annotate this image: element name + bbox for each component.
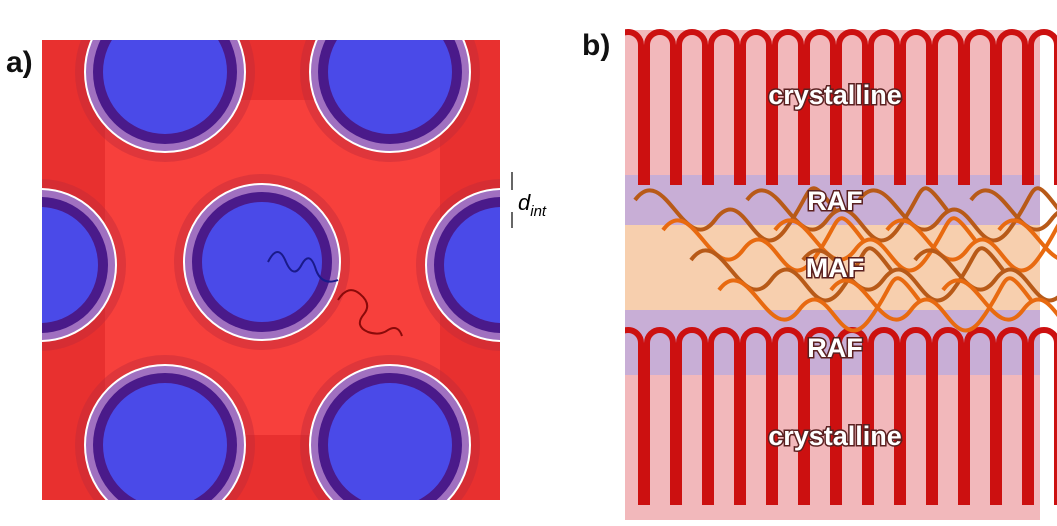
layer-label: crystalline bbox=[768, 80, 902, 110]
panel-label: b) bbox=[582, 29, 610, 62]
cylinder-core bbox=[444, 207, 560, 323]
layer-label: MAF bbox=[806, 253, 864, 283]
cylinder-core bbox=[103, 10, 227, 134]
panel-a: a) dint bbox=[0, 0, 588, 526]
cylinder-core bbox=[103, 383, 227, 507]
layer-label: RAF bbox=[807, 333, 863, 363]
panel-b: b) crystalline RAF MAF RAF crystalline bbox=[582, 29, 1057, 520]
cylinder-core bbox=[328, 383, 452, 507]
layer-label: crystalline bbox=[768, 421, 902, 451]
layer-label: RAF bbox=[807, 186, 863, 216]
dimension-label: dint bbox=[518, 190, 547, 220]
figure: a) dint b) crystalline RAF MAF RAF cryst… bbox=[0, 0, 1057, 526]
cylinder-core bbox=[328, 10, 452, 134]
panel-label: a) bbox=[6, 46, 33, 79]
